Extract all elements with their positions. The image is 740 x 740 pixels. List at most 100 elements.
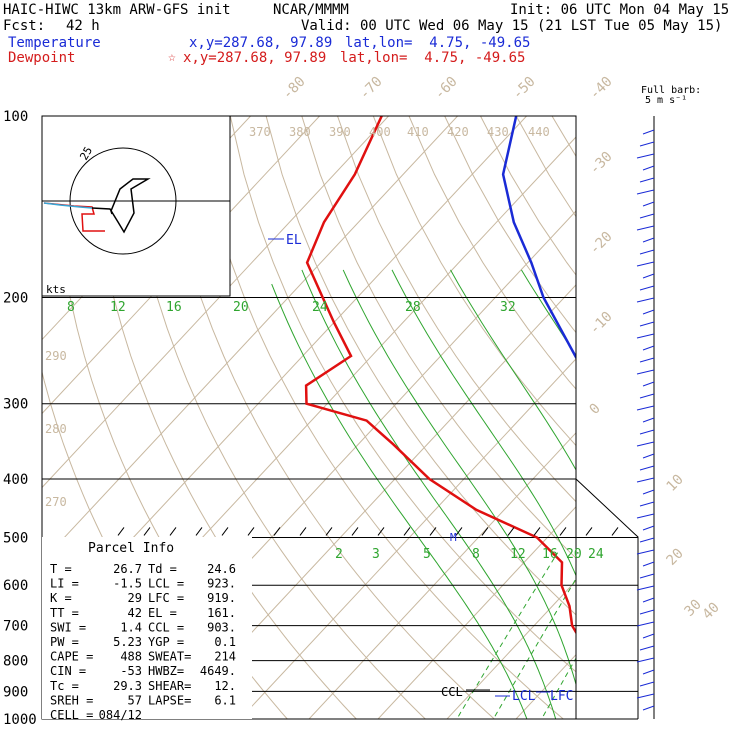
isotherm-tick-label: -50: [510, 74, 539, 103]
moist-adiabat-line: [450, 269, 576, 471]
el-annotation: EL: [286, 233, 302, 248]
hodograph: 25 kts: [41, 115, 231, 297]
hatch-mark: [169, 527, 177, 536]
isotherm-tick-label: 0: [587, 401, 604, 418]
mixing-ratio-tick-label: 20: [566, 547, 582, 562]
mixing-ratio-tick-label: 24: [588, 547, 604, 562]
pressure-tick-label: 600: [3, 578, 28, 594]
pressure-tick-label: 100: [3, 109, 28, 125]
parcel-label: SHEAR=: [148, 679, 191, 693]
parcel-value: 161.: [207, 606, 236, 620]
hodograph-units-label: kts: [46, 283, 66, 296]
parcel-label: LI =: [50, 577, 79, 591]
wind-barb: [636, 153, 655, 159]
mixing-ratio-tick-label: 8: [472, 547, 480, 562]
dewpoint-legend-label: Dewpoint: [8, 50, 76, 66]
parcel-label: K =: [50, 591, 72, 605]
parcel-value: 6.1: [214, 693, 236, 707]
wind-barb: [639, 465, 655, 471]
dry-adiabat-line: [551, 116, 576, 158]
isotherm-tick-label: -10: [587, 309, 616, 338]
dry-adiabat-line: [515, 116, 576, 218]
parcel-label: Td =: [148, 562, 177, 576]
parcel-row: CIN = -53 HWBZ= 4649.: [50, 664, 236, 678]
parcel-row: Tc = 29.3 SHEAR= 12.: [50, 679, 236, 693]
pressure-tick-label: 200: [3, 291, 28, 307]
theta-tick-label: 280: [45, 422, 67, 436]
isotherm-line: [170, 284, 576, 719]
isotherm-tick-label: -30: [587, 149, 616, 178]
init-time: Init: 06 UTC Mon 04 May 15: [510, 2, 730, 18]
parcel-label: EL =: [148, 606, 177, 620]
moist-adiabat-line: [607, 270, 705, 732]
wind-barb: [642, 309, 655, 315]
wind-barb: [639, 681, 655, 687]
parcel-value: -53: [120, 664, 142, 678]
moist-adiabat-tick-label: 12: [110, 300, 126, 315]
parcel-label: SWEAT=: [148, 650, 191, 664]
wind-barb: [639, 357, 655, 363]
moist-adiabat-line: [702, 270, 740, 732]
wind-barb: [642, 489, 655, 495]
hatch-mark: [117, 527, 125, 536]
parcel-label: CELL =: [50, 708, 93, 722]
wind-barb: [636, 225, 655, 231]
wind-barb: [636, 441, 655, 447]
fcst-label: Fcst:: [3, 18, 46, 34]
parcel-label: T =: [50, 562, 72, 576]
wind-barb: [636, 657, 655, 663]
isotherm-line: [377, 506, 576, 719]
sounding-profiles: [304, 116, 576, 635]
parcel-value: 1.4: [120, 620, 142, 634]
hatch-mark: [299, 527, 307, 536]
parcel-value: 29.3: [113, 679, 142, 693]
moist-adiabat-tick-label: 24: [312, 300, 328, 315]
wind-barb: [642, 561, 655, 567]
parcel-value: -1.5: [113, 577, 142, 591]
pressure-tick-label: 800: [3, 654, 28, 670]
hatch-mark: [195, 527, 203, 536]
parcel-label: CIN =: [50, 664, 86, 678]
isotherm-line: [446, 580, 576, 719]
barb-legend-line2: 5 m s⁻¹: [645, 95, 688, 106]
parcel-row: T = 26.7 Td = 24.6: [50, 562, 236, 576]
wind-barb: [636, 261, 655, 267]
wind-barb: [642, 201, 655, 207]
mixing-ratio-line: [656, 553, 740, 732]
hatch-mark: [455, 527, 463, 536]
parcel-title: Parcel Info: [88, 541, 174, 556]
isotherm-line: [239, 358, 576, 719]
valid-time: Valid: 00 UTC Wed 06 May 15 (21 LST Tue …: [301, 18, 723, 34]
theta-tick-label: 410: [407, 125, 429, 139]
hatch-mark: [377, 527, 385, 536]
wind-barb: [639, 537, 655, 543]
hatch-mark: [611, 527, 619, 536]
theta-tick-label: 440: [528, 125, 550, 139]
isotherm-tick-label: -60: [432, 74, 461, 103]
wind-barb: [639, 141, 655, 147]
hatch-mark: [559, 527, 567, 536]
wind-barb: [642, 129, 655, 135]
wind-barb: [639, 645, 655, 651]
dry-adiabat-line: [194, 116, 565, 719]
temperature-legend-label: Temperature: [8, 35, 101, 51]
wind-barb: [636, 585, 655, 591]
dry-adiabat-line: [480, 116, 576, 276]
temperature-profile-line: [501, 116, 576, 360]
dry-adiabat-line: [659, 116, 740, 732]
parcel-value: 0.1: [214, 635, 236, 649]
mixing-ratio-tick-label: 12: [510, 547, 526, 562]
wind-barb: [636, 477, 655, 483]
wind-barb: [636, 405, 655, 411]
wind-barb: [636, 369, 655, 375]
parcel-value: 919.: [207, 591, 236, 605]
isotherm-tick-label: -40: [587, 74, 616, 103]
dry-adiabat-line: [444, 116, 576, 334]
theta-tick-label: 370: [249, 125, 271, 139]
wind-barb: [639, 429, 655, 435]
hatch-mark: [221, 527, 229, 536]
isotherm-tick-label: 40: [700, 600, 723, 623]
lcl-annotation: LCL: [512, 689, 536, 704]
parcel-value: 29: [128, 591, 142, 605]
